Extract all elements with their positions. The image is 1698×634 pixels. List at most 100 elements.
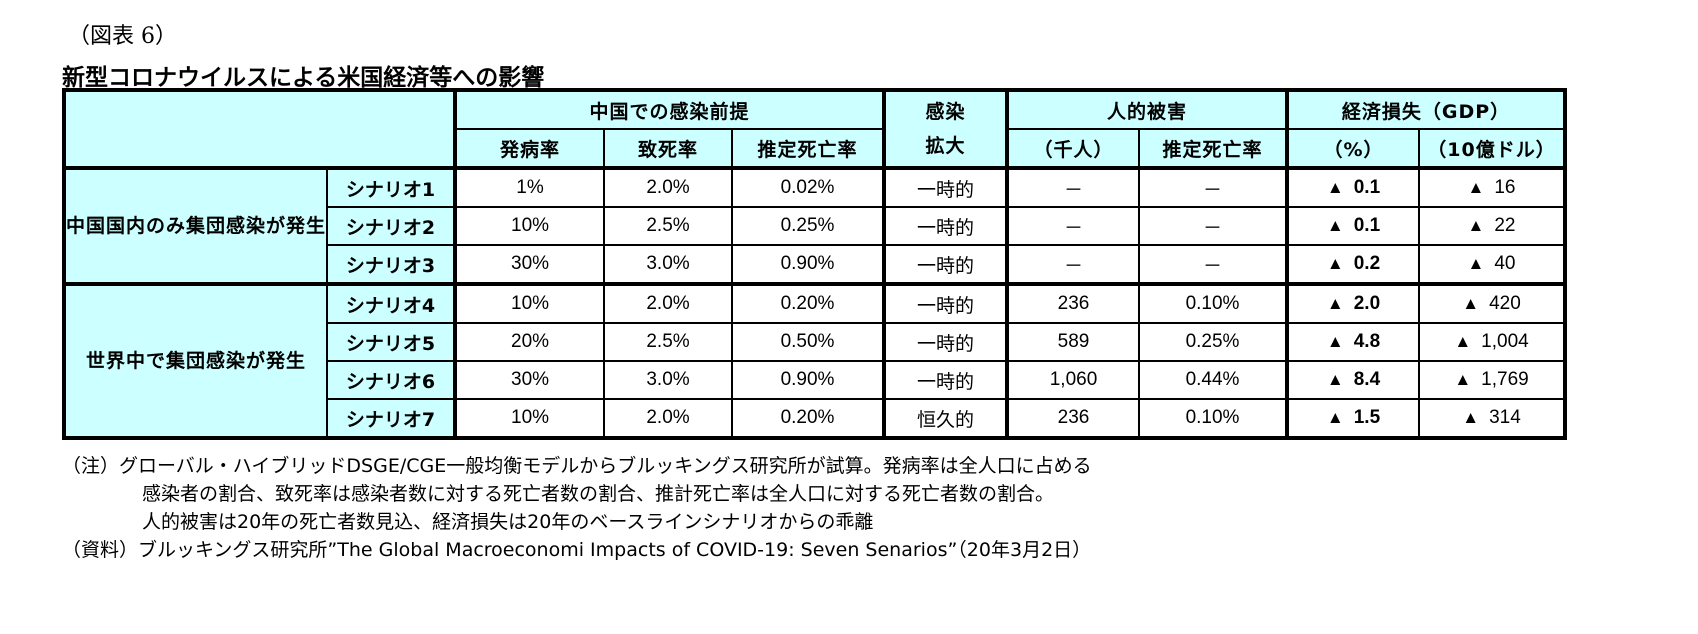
est-death-rate: 0.20% [731, 282, 886, 324]
onset-rate: 10% [453, 206, 606, 246]
spread-type: 一時的 [882, 282, 1009, 324]
source-note: （資料）ブルッキングス研究所”The Global Macroeconomi I… [62, 539, 1092, 561]
gdp-pct: 2.0 [1353, 293, 1381, 314]
deaths-thousand: － [1005, 244, 1141, 285]
note-line-2: 感染者の割合、致死率は感染者数に対する死亡者数の割合、推計死亡率は全人口に対する… [142, 483, 1055, 505]
header-thousand-people: （千人） [1005, 128, 1141, 169]
triangle-negative-icon: ▲ [1467, 216, 1485, 235]
note-line-1: （注）グローバル・ハイブリッドDSGE/CGE一般均衡モデルからブルッキングス研… [62, 455, 1092, 477]
gdp-pct-cell: ▲ 2.0 [1285, 282, 1421, 324]
fatality-rate: 2.0% [603, 398, 734, 439]
fatality-rate: 2.0% [603, 282, 734, 324]
gdp-pct: 0.1 [1353, 177, 1381, 198]
triangle-negative-icon: ▲ [1326, 254, 1344, 273]
human-death-rate: － [1138, 206, 1289, 246]
gdp-usd: 40 [1494, 253, 1516, 274]
triangle-negative-icon: ▲ [1462, 294, 1480, 313]
table-row: シナリオ6 30% 3.0% 0.90% 一時的 1,060 0.44% ▲ 8.… [64, 360, 1567, 400]
spread-type: 恒久的 [882, 398, 1009, 439]
onset-rate: 20% [453, 322, 606, 362]
human-death-rate: 0.25% [1138, 322, 1289, 362]
spread-type: 一時的 [882, 360, 1009, 400]
header-fatality-rate: 致死率 [603, 128, 734, 169]
gdp-pct: 8.4 [1353, 369, 1381, 390]
gdp-usd: 22 [1494, 215, 1516, 236]
header-human-death-rate: 推定死亡率 [1138, 128, 1289, 169]
spread-type: 一時的 [882, 166, 1009, 208]
triangle-negative-icon: ▲ [1454, 332, 1472, 351]
gdp-usd-cell: ▲ 40 [1418, 244, 1567, 285]
header-blank [62, 89, 457, 169]
gdp-usd: 1,004 [1481, 331, 1529, 352]
group-label-china-only: 中国国内のみ集団感染が発生 [62, 166, 329, 285]
triangle-negative-icon: ▲ [1326, 294, 1344, 313]
human-death-rate: － [1138, 244, 1289, 285]
gdp-usd: 420 [1489, 293, 1521, 314]
scenario-label: シナリオ5 [326, 322, 457, 362]
fatality-rate: 2.5% [603, 322, 734, 362]
spread-type: 一時的 [882, 206, 1009, 246]
onset-rate: 10% [453, 282, 606, 324]
scenario-label: シナリオ1 [326, 166, 457, 208]
est-death-rate: 0.25% [731, 206, 886, 246]
gdp-usd-cell: ▲ 1,004 [1418, 322, 1567, 362]
table-row: 中国国内のみ集団感染が発生 シナリオ1 1% 2.0% 0.02% 一時的 － … [62, 166, 1567, 285]
deaths-thousand: 236 [1005, 282, 1141, 324]
est-death-rate: 0.90% [731, 360, 886, 400]
header-gdp-pct: （%） [1285, 128, 1421, 169]
onset-rate: 10% [453, 398, 606, 439]
figure-label: （図表 6） [68, 24, 177, 49]
triangle-negative-icon: ▲ [1326, 216, 1344, 235]
gdp-usd-cell: ▲ 314 [1418, 398, 1567, 439]
est-death-rate: 0.02% [731, 166, 886, 208]
header-human-damage: 人的被害 [1005, 89, 1289, 130]
gdp-pct: 4.8 [1353, 331, 1381, 352]
table-row: シナリオ7 10% 2.0% 0.20% 恒久的 236 0.10% ▲ 1.5 … [64, 398, 1567, 439]
deaths-thousand: － [1005, 166, 1141, 208]
table-row: シナリオ3 30% 3.0% 0.90% 一時的 － － ▲ 0.2 ▲ 40 [64, 244, 1567, 285]
gdp-pct-cell: ▲ 0.2 [1285, 244, 1421, 285]
gdp-usd: 1,769 [1481, 369, 1529, 390]
triangle-negative-icon: ▲ [1326, 408, 1344, 427]
fatality-rate: 3.0% [603, 244, 734, 285]
triangle-negative-icon: ▲ [1467, 178, 1485, 197]
gdp-usd: 16 [1494, 177, 1516, 198]
scenario-label: シナリオ7 [326, 398, 457, 439]
triangle-negative-icon: ▲ [1454, 370, 1472, 389]
gdp-pct-cell: ▲ 4.8 [1285, 322, 1421, 362]
table-row: シナリオ2 10% 2.5% 0.25% 一時的 － － ▲ 0.1 ▲ 22 [64, 206, 1567, 246]
triangle-negative-icon: ▲ [1326, 332, 1344, 351]
note-line-3: 人的被害は20年の死亡者数見込、経済損失は20年のベースラインシナリオからの乖離 [142, 511, 874, 533]
impact-table: 中国での感染前提 感染 拡大 人的被害 経済損失（GDP） 発病率 致死率 推定… [62, 88, 1568, 440]
triangle-negative-icon: ▲ [1467, 254, 1485, 273]
spread-type: 一時的 [882, 322, 1009, 362]
header-onset-rate: 発病率 [453, 128, 606, 169]
gdp-usd-cell: ▲ 16 [1418, 166, 1567, 208]
human-death-rate: － [1138, 166, 1289, 208]
gdp-pct-cell: ▲ 0.1 [1285, 206, 1421, 246]
est-death-rate: 0.90% [731, 244, 886, 285]
gdp-pct-cell: ▲ 0.1 [1285, 166, 1421, 208]
gdp-usd-cell: ▲ 1,769 [1418, 360, 1567, 400]
triangle-negative-icon: ▲ [1326, 370, 1344, 389]
fatality-rate: 2.0% [603, 166, 734, 208]
header-spread: 感染 拡大 [882, 89, 1009, 169]
scenario-label: シナリオ2 [326, 206, 457, 246]
scenario-label: シナリオ3 [326, 244, 457, 285]
group-label-worldwide: 世界中で集団感染が発生 [62, 282, 329, 439]
gdp-usd-cell: ▲ 22 [1418, 206, 1567, 246]
onset-rate: 30% [453, 244, 606, 285]
human-death-rate: 0.10% [1138, 398, 1289, 439]
est-death-rate: 0.20% [731, 398, 886, 439]
gdp-pct: 0.2 [1353, 253, 1381, 274]
fatality-rate: 2.5% [603, 206, 734, 246]
deaths-thousand: 589 [1005, 322, 1141, 362]
header-est-death-rate: 推定死亡率 [731, 128, 886, 169]
footnotes: （注）グローバル・ハイブリッドDSGE/CGE一般均衡モデルからブルッキングス研… [62, 452, 1092, 564]
gdp-pct: 1.5 [1353, 407, 1381, 428]
triangle-negative-icon: ▲ [1326, 178, 1344, 197]
gdp-usd-cell: ▲ 420 [1418, 282, 1567, 324]
gdp-usd: 314 [1489, 407, 1521, 428]
human-death-rate: 0.44% [1138, 360, 1289, 400]
onset-rate: 30% [453, 360, 606, 400]
